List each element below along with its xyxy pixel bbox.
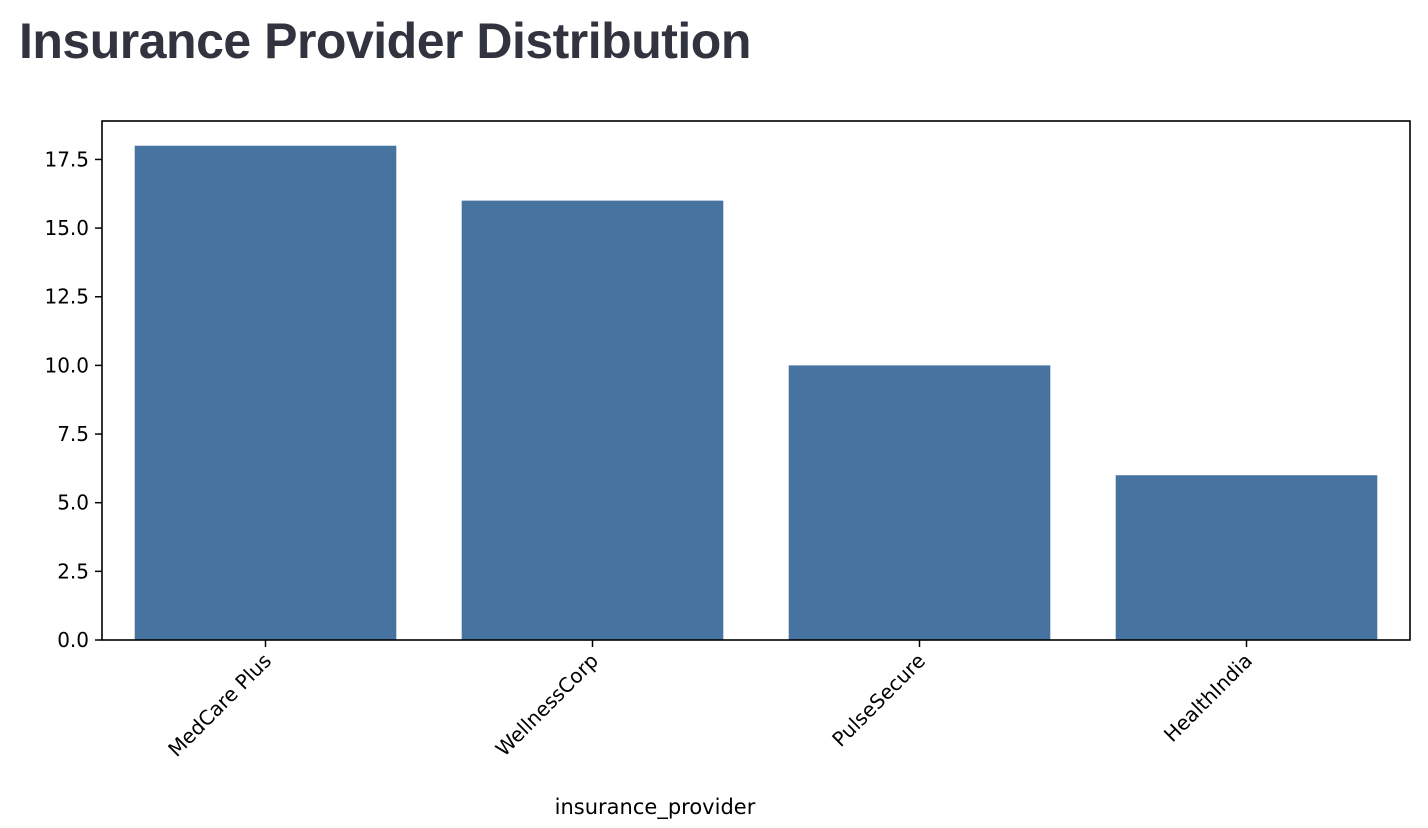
x-axis: MedCare Plus WellnessCorp PulseSecure Healt…	[163, 640, 1257, 761]
y-tick-label: 2.5	[57, 559, 89, 583]
plot-frame	[101, 120, 1411, 641]
x-axis-label: insurance_provider	[555, 795, 756, 820]
bar	[134, 145, 397, 640]
x-tick-label: WellnessCorp	[491, 649, 603, 761]
x-tick-label: HealthIndia	[1159, 649, 1257, 747]
y-tick-label: 5.0	[57, 491, 89, 515]
bars-layer	[134, 145, 1378, 640]
y-tick-label: 17.5	[44, 147, 89, 171]
y-axis: 0.0 2.5 5.0 7.5 10.0 12.5 15.0 17.5	[44, 147, 102, 652]
y-tick-label: 7.5	[57, 422, 89, 446]
bar	[788, 365, 1051, 640]
bar	[1115, 475, 1378, 640]
y-tick-label: 12.5	[44, 285, 89, 309]
y-tick-label: 15.0	[44, 216, 89, 240]
x-tick-label: MedCare Plus	[163, 649, 276, 762]
bar	[461, 200, 724, 640]
x-tick-label: PulseSecure	[827, 649, 930, 752]
y-tick-label: 0.0	[57, 628, 89, 652]
page-title: Insurance Provider Distribution	[19, 13, 751, 69]
y-tick-label: 10.0	[44, 353, 89, 377]
